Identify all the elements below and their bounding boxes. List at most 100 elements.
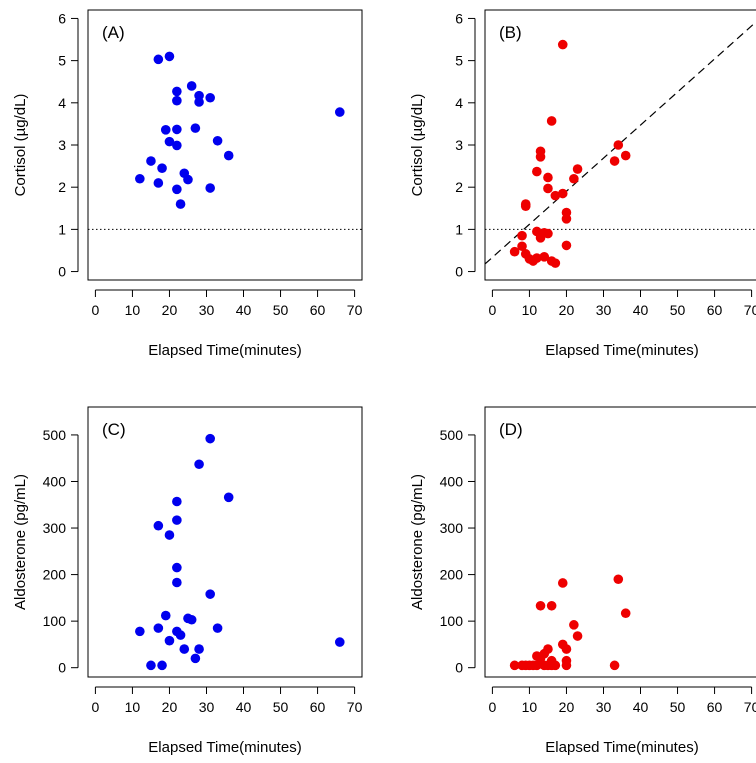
plot-frame — [484, 9, 756, 281]
y-tick-label: 4 — [58, 95, 66, 111]
y-tick-label: 0 — [58, 660, 66, 676]
data-point — [160, 610, 171, 621]
data-point — [223, 492, 234, 503]
data-point — [609, 156, 620, 166]
dashed-reference-line — [485, 21, 756, 265]
y-tick-label: 4 — [455, 95, 463, 111]
y-tick-label: 100 — [440, 613, 464, 629]
panel-label: (B) — [499, 23, 522, 42]
data-point — [539, 251, 550, 262]
x-tick-label: 70 — [744, 302, 756, 318]
y-tick-label: 3 — [58, 137, 66, 153]
x-tick-label: 60 — [707, 302, 723, 318]
data-point — [550, 258, 561, 268]
data-point — [146, 156, 156, 166]
data-point — [535, 600, 546, 611]
data-point — [532, 660, 542, 671]
data-point — [205, 433, 215, 444]
data-point — [543, 183, 553, 194]
data-point — [194, 97, 204, 107]
data-point — [535, 152, 546, 162]
panel-label: (D) — [499, 420, 523, 439]
x-axis-title: Elapsed Time(minutes) — [545, 342, 698, 359]
data-point — [190, 653, 201, 664]
x-tick-label: 50 — [273, 699, 289, 715]
x-tick-label: 0 — [92, 699, 100, 715]
x-tick-label: 40 — [633, 302, 649, 318]
y-tick-label: 2 — [455, 179, 463, 195]
data-point — [520, 201, 531, 211]
data-point — [609, 660, 620, 671]
y-tick-label: 500 — [440, 427, 464, 443]
x-tick-label: 70 — [744, 699, 756, 715]
data-point — [517, 230, 527, 241]
data-point — [135, 173, 145, 184]
data-point — [517, 241, 527, 252]
x-tick-label: 40 — [633, 699, 649, 715]
data-point — [535, 233, 546, 243]
x-tick-label: 0 — [92, 302, 100, 318]
data-point — [172, 562, 182, 573]
data-point — [160, 125, 171, 135]
y-tick-label: 400 — [43, 473, 67, 489]
data-point — [528, 256, 538, 266]
data-point — [509, 246, 520, 257]
chart-panel-4: 0 10 20 30 40 50 60 70 0 100 200 300 400 500 Elapsed T… — [409, 406, 756, 756]
data-point — [557, 188, 568, 199]
x-tick-label: 60 — [310, 302, 326, 318]
data-point — [569, 173, 579, 184]
x-tick-label: 0 — [489, 699, 497, 715]
x-tick-label: 20 — [162, 302, 178, 318]
x-tick-label: 60 — [310, 699, 326, 715]
chart-panel-1: 0 10 20 30 40 50 60 70 0 1 2 3 4 5 6 Elapsed Time(minut… — [12, 9, 363, 359]
data-point — [157, 163, 167, 174]
x-tick-label: 30 — [199, 699, 215, 715]
data-point — [557, 39, 568, 50]
chart-panel-2: 0 10 20 30 40 50 60 70 0 1 2 3 4 5 6 Elapsed Time(minut… — [409, 9, 756, 359]
data-point — [194, 459, 204, 470]
plot-frame — [87, 9, 363, 281]
y-tick-label: 1 — [58, 221, 66, 237]
x-tick-label: 70 — [347, 302, 363, 318]
panel-label: (A) — [102, 23, 125, 42]
data-point — [561, 644, 572, 654]
plot-frame — [484, 406, 756, 678]
panel-label: (C) — [102, 420, 126, 439]
y-tick-label: 0 — [455, 660, 463, 676]
data-point — [546, 600, 557, 611]
data-point — [172, 515, 182, 525]
data-point — [146, 660, 156, 671]
data-point — [186, 614, 197, 625]
data-point — [172, 95, 182, 106]
x-tick-label: 40 — [236, 302, 252, 318]
y-axis-title: Aldosterone (pg/mL) — [409, 474, 426, 610]
y-tick-label: 5 — [455, 53, 463, 69]
data-point — [543, 228, 553, 239]
data-point — [175, 630, 186, 640]
y-tick-label: 1 — [455, 221, 463, 237]
data-point — [172, 184, 182, 195]
data-point — [183, 174, 193, 185]
data-point — [172, 496, 182, 507]
data-point — [190, 123, 201, 133]
x-tick-label: 60 — [707, 699, 723, 715]
y-tick-label: 6 — [58, 10, 66, 26]
data-point — [561, 240, 572, 251]
data-point — [569, 620, 579, 630]
data-point — [620, 608, 631, 619]
data-point — [172, 86, 182, 97]
y-tick-label: 3 — [455, 137, 463, 153]
x-axis-title: Elapsed Time(minutes) — [148, 342, 301, 359]
y-axis-title: Cortisol (µg/dL) — [12, 94, 29, 197]
data-point — [613, 140, 624, 150]
data-point — [153, 178, 164, 188]
y-axis-title: Aldosterone (pg/mL) — [12, 474, 29, 610]
data-point — [153, 54, 164, 65]
x-tick-label: 30 — [199, 302, 215, 318]
data-point — [164, 136, 175, 147]
x-tick-label: 30 — [596, 699, 612, 715]
data-point — [175, 199, 186, 209]
x-tick-label: 10 — [522, 699, 538, 715]
y-tick-label: 5 — [58, 53, 66, 69]
